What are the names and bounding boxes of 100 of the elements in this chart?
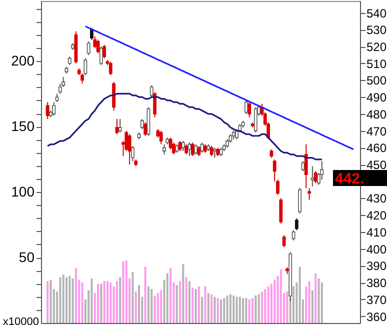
bar [308,281,310,323]
candlestick [150,84,154,98]
bar [314,273,317,323]
candlestick [112,81,116,112]
candlestick [52,102,56,116]
candlestick [181,140,185,152]
y-tick-label: 150 [11,118,35,134]
bar [170,268,172,323]
y2-tick-label: 430 [366,192,387,206]
bar [298,266,301,323]
bar [210,294,213,323]
bar [81,282,84,323]
bar [59,277,62,323]
bar [286,292,288,323]
candlestick [197,145,201,157]
candlestick [190,142,194,157]
y2-tick-label: 380 [366,276,387,290]
bar [252,298,254,323]
candlestick [115,118,119,135]
bar [160,290,162,323]
bar [134,292,137,323]
candlestick [162,144,166,155]
bar [122,261,124,323]
bar [292,286,295,323]
bar [274,280,276,323]
bar [280,269,282,323]
bar [214,296,216,323]
candlestick [118,118,122,133]
candlestick [128,134,132,166]
bar [216,298,219,323]
bar [46,281,49,323]
candlestick [90,27,94,40]
bar [116,281,118,323]
y2-tick-label: 530 [366,23,387,38]
candlestick [178,140,182,152]
candlestick [108,61,112,76]
y2-tick-label: 360 [366,310,387,324]
bar [188,281,190,323]
candlestick [184,144,188,155]
bar [176,285,178,323]
bar [207,292,210,323]
bar [125,260,128,323]
bar [150,288,153,323]
candlestick [96,39,100,54]
y2-tick-label: 500 [366,74,387,88]
candlestick [140,118,144,130]
candlestick [294,218,298,231]
candlestick [46,102,50,120]
candlestick [310,166,314,187]
bar [97,284,100,323]
bar [264,288,266,323]
bar [62,274,64,323]
y2-tick-label: 410 [366,225,387,240]
bar [229,294,232,323]
candlestick [301,160,305,172]
bar [119,277,122,323]
bar [254,296,257,323]
bar [179,281,182,323]
bar [320,282,323,323]
y2-tick-label: 370 [366,292,387,307]
bar [223,298,226,323]
text: x10000 [2,316,39,325]
bar [166,273,168,323]
y2-tick-label: 460 [366,141,387,156]
y2-tick-label: 420 [366,208,387,223]
bar [194,288,197,323]
candlestick [84,58,88,76]
bar [103,281,106,323]
bar [270,284,272,323]
bar [185,277,188,323]
bar [144,266,146,323]
bar [260,292,263,323]
candlestick [80,72,84,84]
bar [106,281,108,323]
y2-tick-label: 480 [366,107,387,122]
bar [100,284,102,323]
bar [65,277,68,323]
y2-tick-label: 390 [366,259,387,274]
candlestick [102,44,106,59]
y2-tick-label: 450 [366,158,387,172]
y2-tick-label: 510 [366,56,387,71]
y2-tick-label: 400 [366,242,387,256]
bar [267,286,270,323]
y2-tick-label: 490 [366,90,387,105]
candlestick [86,40,90,56]
candlestick [279,198,283,224]
bar [204,286,206,323]
bar [50,280,52,323]
bar [201,296,204,323]
candlestick [308,188,311,200]
bar [90,278,93,323]
bar [238,296,241,323]
candlestick [200,142,204,154]
bar [68,276,71,323]
bar [226,296,228,323]
candlestick [282,234,286,248]
bar [110,282,112,323]
bar [72,278,74,323]
bar [182,264,184,323]
candlestick [298,188,302,214]
